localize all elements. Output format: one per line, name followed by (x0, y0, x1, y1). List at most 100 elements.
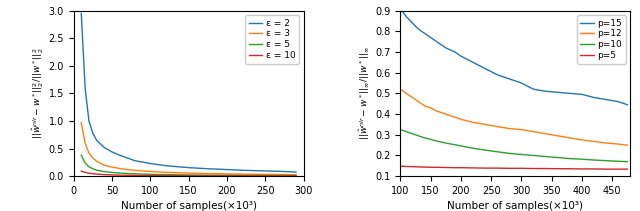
ε = 2 (185, 166, 193, 169)
p=10 (493, 150, 501, 153)
ε = 3 (204, 172, 212, 175)
p=15 (451, 51, 459, 53)
ε = 2 (223, 168, 231, 171)
p=10 (506, 152, 513, 155)
Line: p=15: p=15 (400, 8, 627, 105)
p=12 (420, 104, 428, 107)
ε = 2 (93, 139, 100, 142)
ε = 2 (131, 160, 139, 162)
p=12 (554, 135, 561, 137)
p=12 (451, 116, 459, 118)
p=12 (578, 139, 586, 141)
Line: ε = 3: ε = 3 (81, 123, 296, 175)
p=15 (457, 55, 465, 57)
ε = 3 (89, 157, 97, 159)
p=10 (542, 155, 550, 158)
ε = 5 (77, 154, 85, 157)
ε = 3 (77, 121, 85, 124)
p=10 (623, 160, 631, 163)
p=10 (433, 140, 440, 142)
ε = 3 (85, 152, 93, 154)
p=15 (578, 93, 586, 96)
p=12 (469, 121, 477, 124)
p=15 (481, 67, 489, 70)
ε = 5 (131, 173, 139, 175)
p=12 (614, 143, 622, 145)
p=15 (590, 96, 598, 99)
ε = 2 (77, 12, 85, 15)
ε = 10 (147, 174, 154, 177)
ε = 2 (116, 154, 124, 157)
p=5 (578, 168, 586, 170)
p=15 (566, 92, 573, 95)
p=5 (542, 167, 550, 170)
p=12 (457, 118, 465, 120)
ε = 2 (262, 170, 269, 172)
ε = 10 (85, 172, 93, 174)
p=10 (554, 156, 561, 159)
p=12 (403, 92, 410, 95)
ε = 2 (281, 170, 289, 173)
p=5 (408, 165, 416, 168)
ε = 3 (185, 172, 193, 174)
p=12 (415, 100, 422, 103)
p=5 (602, 168, 610, 170)
p=15 (396, 7, 404, 10)
ε = 5 (223, 174, 231, 177)
p=12 (566, 137, 573, 139)
ε = 2 (89, 132, 97, 134)
p=5 (481, 167, 489, 169)
ε = 3 (131, 169, 139, 172)
p=10 (442, 142, 449, 144)
p=10 (578, 158, 586, 161)
ε = 10 (124, 174, 131, 177)
p=15 (420, 32, 428, 35)
ε = 5 (204, 174, 212, 176)
p=5 (415, 166, 422, 168)
p=15 (530, 88, 538, 91)
ε = 10 (204, 174, 212, 177)
p=5 (518, 167, 525, 170)
p=12 (493, 125, 501, 128)
ε = 2 (100, 146, 108, 149)
ε = 5 (262, 174, 269, 177)
p=12 (602, 142, 610, 144)
ε = 3 (292, 173, 300, 176)
ε = 5 (93, 169, 100, 171)
ε = 3 (281, 173, 289, 176)
p=15 (442, 47, 449, 49)
p=10 (420, 137, 428, 139)
ε = 10 (292, 175, 300, 177)
p=5 (427, 166, 435, 169)
ε = 3 (93, 160, 100, 162)
p=12 (506, 127, 513, 130)
ε = 2 (162, 164, 170, 167)
ε = 5 (147, 173, 154, 176)
ε = 3 (162, 171, 170, 174)
ε = 10 (100, 173, 108, 176)
ε = 3 (100, 164, 108, 166)
ε = 5 (185, 174, 193, 176)
p=5 (506, 167, 513, 170)
p=12 (481, 123, 489, 126)
ε = 3 (147, 170, 154, 173)
p=10 (427, 138, 435, 141)
p=10 (518, 153, 525, 156)
p=10 (566, 157, 573, 160)
p=15 (623, 103, 631, 106)
p=15 (542, 90, 550, 93)
p=12 (542, 133, 550, 135)
ε = 2 (81, 87, 89, 89)
ε = 2 (108, 151, 116, 153)
ε = 3 (223, 173, 231, 175)
p=5 (554, 168, 561, 170)
Line: p=12: p=12 (400, 89, 627, 145)
p=12 (530, 130, 538, 133)
p=10 (403, 130, 410, 133)
p=15 (408, 22, 416, 24)
p=12 (518, 128, 525, 131)
p=5 (566, 168, 573, 170)
p=5 (469, 167, 477, 169)
ε = 2 (124, 157, 131, 159)
p=12 (427, 107, 435, 109)
